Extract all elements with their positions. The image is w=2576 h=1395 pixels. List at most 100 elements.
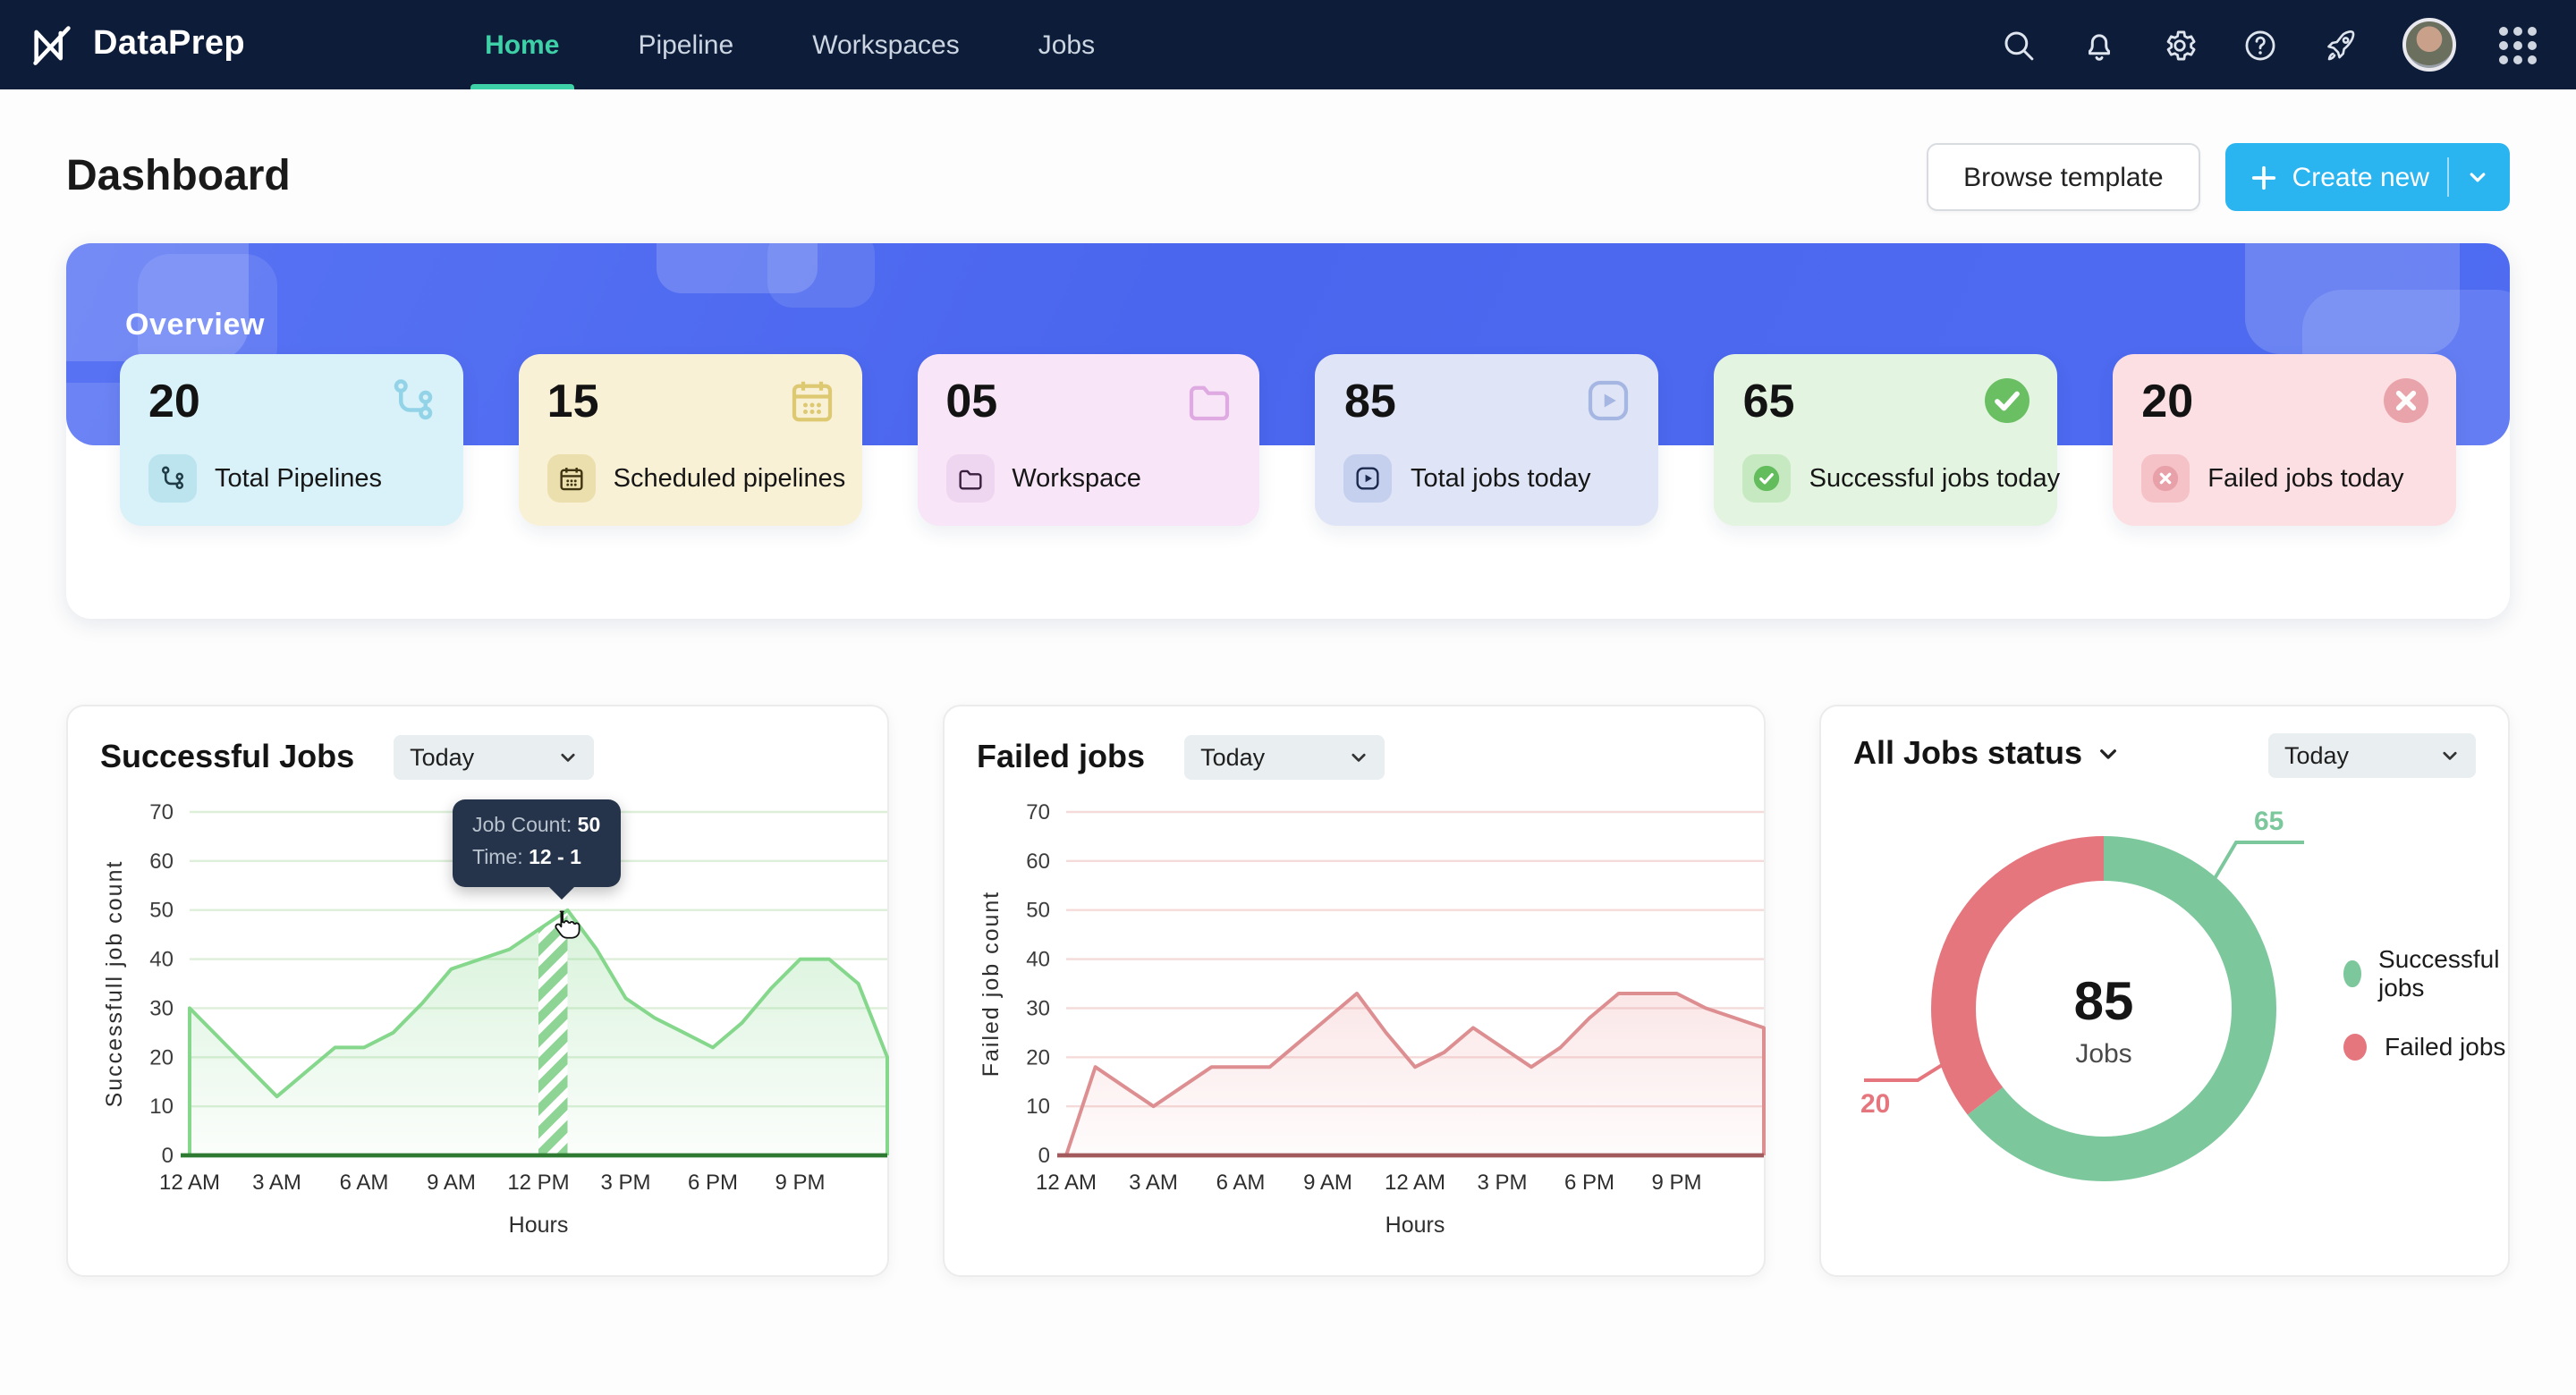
successful-jobs-card: Successful Jobs Today Job Count: 50 Time…	[66, 705, 889, 1277]
stat-value: 15	[547, 374, 599, 427]
all-jobs-status-title: All Jobs status	[1853, 735, 2120, 773]
calendar-icon	[784, 374, 838, 427]
chevron-down-icon	[561, 753, 575, 762]
folder-icon	[945, 454, 995, 503]
stat-card-failed-jobs-today[interactable]: 20 Failed jobs today	[2113, 354, 2456, 526]
nav-item-home[interactable]: Home	[445, 0, 598, 89]
stat-card-scheduled-pipelines[interactable]: 15 Scheduled pipelines	[518, 354, 862, 526]
jobs-status-donut: 85 Jobs 65 20	[1853, 780, 2340, 1239]
svg-text:30: 30	[1026, 996, 1050, 1020]
topbar-actions	[2000, 18, 2537, 72]
svg-text:0: 0	[1038, 1144, 1050, 1168]
apps-grid-icon[interactable]	[2499, 26, 2537, 63]
svg-text:10: 10	[1026, 1095, 1050, 1119]
plus-icon	[2252, 165, 2276, 190]
x-icon	[2141, 454, 2190, 503]
chart-tooltip: Job Count: 50 Time: 12 - 1	[453, 799, 621, 900]
legend-marker	[2343, 960, 2361, 986]
all-jobs-range-select[interactable]: Today	[2268, 733, 2476, 778]
svg-text:60: 60	[1026, 850, 1050, 874]
nav-item-workspaces[interactable]: Workspaces	[812, 30, 960, 60]
stat-label: Total jobs today	[1410, 464, 1591, 493]
stat-card-workspace[interactable]: 05 Workspace	[917, 354, 1260, 526]
svg-text:10: 10	[149, 1095, 174, 1119]
top-navbar: DataPrep Home Pipeline Workspaces Jobs	[0, 0, 2576, 89]
stat-label: Successful jobs today	[1809, 464, 2061, 493]
svg-text:85: 85	[2074, 971, 2134, 1031]
legend-item-successful-jobs: Successful jobs	[2343, 944, 2505, 1002]
range-value: Today	[2284, 742, 2350, 769]
svg-text:Failed job count: Failed job count	[979, 891, 1004, 1078]
charts-row: Successful Jobs Today Job Count: 50 Time…	[66, 705, 2510, 1277]
svg-text:50: 50	[149, 899, 174, 923]
svg-text:6 AM: 6 AM	[340, 1171, 389, 1195]
stat-card-successful-jobs-today[interactable]: 65 Successful jobs today	[1714, 354, 2061, 526]
svg-text:9 PM: 9 PM	[775, 1171, 825, 1195]
rocket-icon[interactable]	[2322, 26, 2360, 63]
all-jobs-status-card: All Jobs status Today 85 Jobs 65 20 Success…	[1819, 705, 2510, 1277]
donut-area: 85 Jobs 65 20 Successful jobs Failed jobs	[1853, 780, 2505, 1239]
svg-text:12 AM: 12 AM	[1385, 1171, 1445, 1195]
branch-icon	[386, 374, 440, 427]
svg-text:3 AM: 3 AM	[1129, 1171, 1178, 1195]
button-divider	[2447, 157, 2449, 197]
create-new-dropdown-chevron-icon[interactable]	[2467, 166, 2488, 188]
svg-text:70: 70	[149, 800, 174, 824]
x-icon	[2379, 374, 2433, 427]
successful-jobs-title: Successful Jobs	[100, 739, 355, 774]
create-new-label: Create new	[2292, 162, 2429, 192]
svg-text:Hours: Hours	[509, 1213, 569, 1238]
calendar-icon	[547, 454, 596, 503]
main-content: Dashboard Browse template Create new	[0, 143, 2576, 1277]
range-value: Today	[410, 744, 475, 771]
folder-icon	[1183, 374, 1237, 427]
svg-text:Successfull job count: Successfull job count	[102, 860, 127, 1108]
settings-gear-icon[interactable]	[2161, 26, 2199, 63]
successful-jobs-plot: Job Count: 50 Time: 12 - 1 0 10 20 30 40 50 60…	[100, 790, 889, 1247]
header-actions: Browse template Create new	[1926, 143, 2510, 211]
stat-label: Failed jobs today	[2207, 464, 2404, 493]
page-head: Dashboard Browse template Create new	[66, 143, 2510, 211]
svg-text:3 AM: 3 AM	[252, 1171, 301, 1195]
brand[interactable]: DataPrep	[29, 21, 245, 68]
svg-text:0: 0	[162, 1144, 174, 1168]
search-icon[interactable]	[2000, 26, 2038, 63]
stat-card-total-jobs-today[interactable]: 85 Total jobs today	[1315, 354, 1659, 526]
failed-jobs-plot: 0 10 20 30 40 50 60 70 12 AM 3 AM 6 AM 9 AM 12 AM 3 P…	[977, 790, 1766, 1247]
page-title: Dashboard	[66, 152, 291, 200]
svg-text:12 PM: 12 PM	[507, 1171, 569, 1195]
stat-label: Total Pipelines	[215, 464, 382, 493]
failed-jobs-card: Failed jobs Today 0 10 20 30 40 50 60 70 12 AM 3 …	[943, 705, 1766, 1277]
range-value: Today	[1200, 744, 1266, 771]
svg-text:6 AM: 6 AM	[1216, 1171, 1266, 1195]
nav-item-pipeline[interactable]: Pipeline	[638, 30, 734, 60]
user-avatar[interactable]	[2402, 18, 2456, 72]
overview-title: Overview	[125, 308, 266, 342]
stat-cards-row: 20 Total Pipelines 15 Scheduled pipelines 05…	[120, 354, 2456, 526]
successful-jobs-header: Successful Jobs Today	[100, 735, 855, 780]
svg-text:30: 30	[149, 996, 174, 1020]
stat-value: 85	[1343, 374, 1396, 427]
stat-value: 20	[2141, 374, 2194, 427]
create-new-button[interactable]: Create new	[2225, 143, 2510, 211]
notifications-bell-icon[interactable]	[2080, 26, 2118, 63]
svg-text:Hours: Hours	[1385, 1213, 1445, 1238]
stat-card-total-pipelines[interactable]: 20 Total Pipelines	[120, 354, 463, 526]
failed-jobs-range-select[interactable]: Today	[1184, 735, 1385, 780]
legend-label: Failed jobs	[2385, 1032, 2506, 1061]
nav-item-jobs[interactable]: Jobs	[1038, 30, 1096, 60]
svg-text:3 PM: 3 PM	[600, 1171, 650, 1195]
stat-label: Workspace	[1012, 464, 1141, 493]
successful-jobs-range-select[interactable]: Today	[394, 735, 595, 780]
stat-value: 65	[1742, 374, 1795, 427]
check-icon	[1742, 454, 1792, 503]
help-icon[interactable]	[2241, 26, 2279, 63]
svg-text:3 PM: 3 PM	[1477, 1171, 1527, 1195]
svg-text:9 PM: 9 PM	[1651, 1171, 1701, 1195]
svg-text:12 AM: 12 AM	[159, 1171, 220, 1195]
brand-logo-icon	[33, 26, 71, 65]
primary-nav: Home Pipeline Workspaces Jobs	[445, 0, 1134, 89]
play-icon	[1582, 374, 1636, 427]
browse-template-button[interactable]: Browse template	[1926, 143, 2201, 211]
title-expand-chevron-icon[interactable]	[2097, 742, 2120, 765]
